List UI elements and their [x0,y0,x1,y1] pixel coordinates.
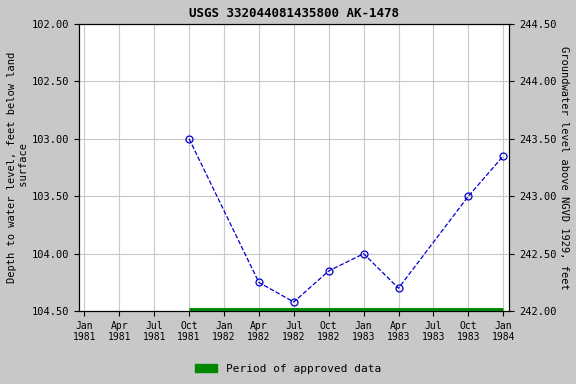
Y-axis label: Depth to water level, feet below land
 surface: Depth to water level, feet below land su… [7,52,29,283]
Legend: Period of approved data: Period of approved data [191,359,385,379]
Title: USGS 332044081435800 AK-1478: USGS 332044081435800 AK-1478 [189,7,399,20]
Y-axis label: Groundwater level above NGVD 1929, feet: Groundwater level above NGVD 1929, feet [559,46,569,290]
